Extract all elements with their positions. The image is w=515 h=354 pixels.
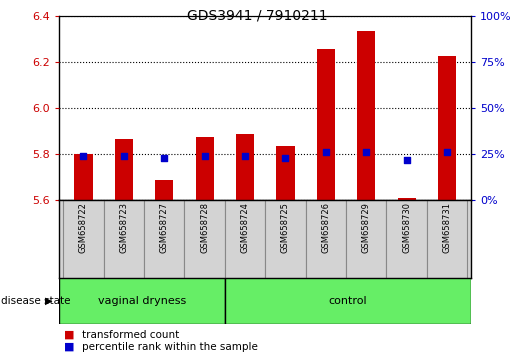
Bar [277, 146, 295, 200]
Bar [225, 278, 471, 324]
Bar [115, 139, 133, 200]
Text: GDS3941 / 7910211: GDS3941 / 7910211 [187, 9, 328, 23]
Text: GSM658724: GSM658724 [241, 202, 250, 253]
Bar [74, 154, 93, 200]
Text: GSM658727: GSM658727 [160, 202, 169, 253]
Point [322, 149, 330, 155]
Bar [59, 278, 225, 324]
Bar [305, 200, 346, 278]
Text: GSM658728: GSM658728 [200, 202, 209, 253]
Point [281, 155, 289, 160]
Text: ■: ■ [64, 342, 75, 352]
Bar [317, 49, 335, 200]
Point [443, 149, 451, 155]
Point [79, 153, 88, 159]
Text: control: control [329, 296, 367, 306]
Bar [438, 56, 456, 200]
Text: GSM658722: GSM658722 [79, 202, 88, 253]
Bar [398, 198, 416, 200]
Point [362, 149, 370, 155]
Text: transformed count: transformed count [82, 330, 180, 339]
Text: ▶: ▶ [45, 296, 53, 306]
Point [403, 157, 411, 162]
Point [119, 153, 128, 159]
Bar [196, 137, 214, 200]
Bar [357, 31, 375, 200]
Bar [225, 200, 265, 278]
Bar [236, 135, 254, 200]
Text: ■: ■ [64, 330, 75, 339]
Text: GSM658726: GSM658726 [321, 202, 330, 253]
Bar [427, 200, 467, 278]
Bar [63, 200, 104, 278]
Bar [346, 200, 386, 278]
Bar [386, 200, 427, 278]
Text: GSM658730: GSM658730 [402, 202, 411, 253]
Bar [104, 200, 144, 278]
Text: GSM658725: GSM658725 [281, 202, 290, 253]
Point [241, 153, 249, 159]
Text: GSM658729: GSM658729 [362, 202, 371, 253]
Bar [265, 200, 305, 278]
Text: GSM658731: GSM658731 [442, 202, 452, 253]
Bar [184, 200, 225, 278]
Point [160, 155, 168, 160]
Bar [155, 181, 174, 200]
Text: percentile rank within the sample: percentile rank within the sample [82, 342, 259, 352]
Text: GSM658723: GSM658723 [119, 202, 128, 253]
Point [200, 153, 209, 159]
Text: vaginal dryness: vaginal dryness [98, 296, 186, 306]
Text: disease state: disease state [1, 296, 71, 306]
Bar [144, 200, 184, 278]
